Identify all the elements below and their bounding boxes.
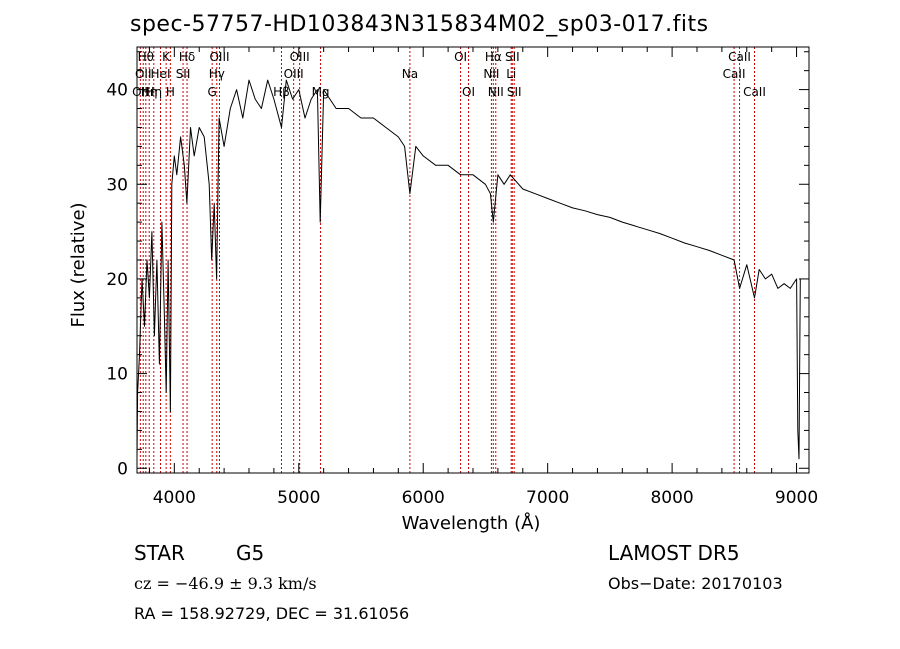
object-subclass: G5 [236,541,265,565]
y-tick-label: 40 [106,81,128,101]
spectral-line-labels: OIIOIIHθHηHηHeIKHSIIHδGHγOIIIHβOIIIOIIIM… [132,50,766,99]
x-axis-ticks: 4000 5000 6000 7000 8000 9000 [148,47,818,508]
line-marker-label: HeI [151,67,171,81]
line-marker-label: OIII [209,50,229,64]
y-tick-label: 30 [106,175,128,195]
line-marker-label: CaII [743,85,766,99]
line-marker-label: NII [488,85,504,99]
line-marker-label: G [208,85,217,99]
line-marker-label: Hγ [209,67,225,81]
line-marker-label: Hδ [179,50,195,64]
chart-title: spec-57757-HD103843N315834M02_sp03-017.f… [130,12,709,37]
line-marker-label: H [166,85,175,99]
line-marker-label: OI [454,50,467,64]
line-marker-label: OIII [290,50,310,64]
line-marker-label: Hα [485,50,502,64]
x-tick-label: 8000 [650,488,693,508]
observation-date: Obs−Date: 20170103 [608,574,783,593]
y-axis-ticks: 0 10 20 30 40 [106,51,809,479]
x-tick-label: 7000 [526,488,569,508]
line-marker-label: OII [132,85,149,99]
line-marker-label: Mg [312,85,330,99]
line-marker-label: CaII [728,50,751,64]
spectral-line-markers [139,47,755,473]
redshift-cz: cz = −46.9 ± 9.3 km/s [134,574,317,593]
x-tick-label: 6000 [402,488,445,508]
line-marker-label: Hβ [273,85,290,99]
x-axis-label: Wavelength (Å) [402,512,541,534]
line-marker-label: Hη [141,85,158,99]
line-marker-label: NII [483,67,499,81]
line-marker-label: K [162,50,171,64]
line-marker-label: OI [462,85,475,99]
line-marker-label: Hθ [138,50,154,64]
y-axis-label: Flux (relative) [68,202,89,327]
plot-frame [136,46,810,474]
x-tick-label: 9000 [775,488,818,508]
x-tick-label: 5000 [277,488,320,508]
object-class: STAR [134,541,185,565]
y-tick-label: 20 [106,270,128,290]
line-marker-label: SII [507,85,522,99]
line-marker-label: SII [505,50,520,64]
y-tick-label: 0 [117,459,128,479]
x-tick-label: 4000 [153,488,196,508]
line-marker-label: SII [176,67,191,81]
line-marker-label: CaII [723,67,746,81]
line-marker-label: Li [506,67,516,81]
survey-label: LAMOST DR5 [608,541,740,565]
spectrum-line [136,79,801,460]
line-marker-label: OIII [284,67,304,81]
y-tick-label: 10 [106,365,128,385]
coordinates: RA = 158.92729, DEC = 31.61056 [134,604,410,623]
line-marker-label: Hη [145,85,162,99]
line-marker-label: Na [402,67,418,81]
